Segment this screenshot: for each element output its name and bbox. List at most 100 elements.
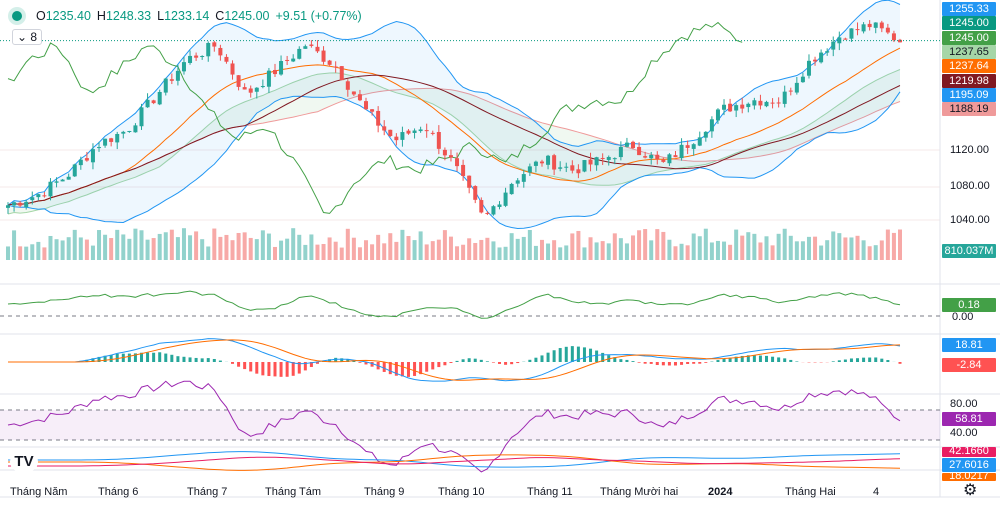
candle-body [643, 156, 648, 158]
volume-bar [546, 243, 551, 260]
macd-histogram-bar [218, 360, 222, 362]
candle-body [661, 159, 666, 162]
macd-histogram-bar [758, 355, 762, 362]
candle-body [97, 147, 102, 149]
candle-body [503, 192, 508, 206]
volume-bar [78, 237, 83, 260]
volume-bar [715, 240, 720, 260]
macd-histogram-bar [231, 362, 235, 364]
adx-tag: 42.1660 [942, 447, 996, 457]
candle-body [36, 194, 41, 198]
macd-histogram-bar [352, 360, 356, 362]
volume-bar [242, 232, 247, 260]
candle-body [327, 60, 332, 65]
candle-body [631, 141, 636, 149]
volume-bar [637, 230, 642, 260]
macd-histogram-bar [722, 358, 726, 362]
volume-bar [327, 237, 332, 260]
candle-body [606, 156, 611, 160]
volume-bar [649, 240, 654, 260]
volume-bar [582, 247, 587, 260]
macd-histogram-bar [243, 362, 247, 370]
volume-bar [570, 233, 575, 260]
candle-body [813, 59, 818, 62]
volume-bar [448, 236, 453, 260]
candle-body [685, 145, 690, 148]
volume-bar [691, 233, 696, 260]
volume-bar [212, 228, 217, 260]
macd-histogram-bar [564, 346, 568, 362]
volume-bar [333, 241, 338, 260]
volume-bar [594, 242, 599, 260]
candle-body [78, 159, 83, 166]
candle-body [133, 125, 138, 133]
settings-gear-icon[interactable]: ⚙ [963, 482, 978, 499]
candle-body [103, 138, 108, 146]
di-plus-line [8, 451, 901, 468]
tradingview-logo[interactable]: TV [10, 451, 38, 473]
volume-bar [272, 246, 277, 260]
candle-body [728, 103, 733, 112]
macd-histogram-bar [176, 356, 180, 362]
macd-histogram-bar [206, 358, 210, 362]
macd-histogram-bar [613, 357, 617, 362]
price-tag: 1237.65 [942, 44, 996, 59]
candle-body [552, 155, 557, 170]
volume-bar [418, 231, 423, 260]
price-tag: 1237.64 [942, 59, 996, 74]
candle-body [582, 160, 587, 172]
candle-body [424, 130, 429, 132]
volume-bar [600, 241, 605, 260]
macd-histogram-bar [455, 360, 459, 362]
volume-bar [849, 237, 854, 260]
lagging-span [7, 21, 743, 214]
volume-bar [861, 240, 866, 260]
candle-body [539, 161, 544, 164]
high-label: H [96, 9, 106, 23]
volume-bar [84, 239, 89, 260]
macd-histogram-bar [649, 362, 653, 364]
macd-histogram-bar [279, 362, 283, 377]
macd-histogram-bar [467, 358, 471, 362]
volume-bar [576, 230, 581, 260]
volume-bar [473, 242, 478, 260]
volume-bar [42, 247, 47, 260]
macd-histogram-bar [139, 352, 143, 362]
candle-body [260, 86, 265, 88]
volume-bar [703, 228, 708, 260]
candle-body [655, 154, 660, 160]
macd-histogram-bar [334, 357, 338, 362]
volume-bar [260, 230, 265, 260]
indicators-toggle-button[interactable]: ⌄ 8 [12, 29, 43, 45]
chevron-down-icon: ⌄ [17, 30, 28, 44]
candle-body [703, 131, 708, 138]
time-axis-label: 2024 [708, 486, 733, 498]
candle-body [618, 146, 623, 158]
volume-bar [867, 246, 872, 260]
macd-histogram-bar [303, 362, 307, 371]
volume-bar [345, 228, 350, 260]
macd-histogram-bar [182, 356, 186, 362]
macd-histogram-bar [164, 353, 168, 362]
price-tag: 1195.09 [942, 87, 996, 102]
candle-body [115, 133, 120, 143]
price-axis-label: 1120.00 [950, 144, 989, 156]
candle-body [849, 28, 854, 39]
macd-histogram-bar [655, 362, 659, 366]
candle-body [145, 99, 150, 108]
volume-bar [218, 236, 223, 260]
macd-histogram-bar [546, 352, 550, 362]
di-minus-line [8, 454, 901, 471]
macd-histogram-bar [516, 362, 520, 364]
volume-bar [898, 229, 902, 260]
volume-bar [776, 233, 781, 260]
macd-histogram-bar [358, 362, 362, 363]
candle-body [806, 60, 811, 76]
volume-bar [697, 236, 702, 260]
candle-body [400, 132, 405, 140]
candle-body [600, 157, 605, 159]
volume-bar [66, 237, 71, 260]
bollinger-lower [7, 91, 901, 230]
candle-body [558, 167, 563, 169]
